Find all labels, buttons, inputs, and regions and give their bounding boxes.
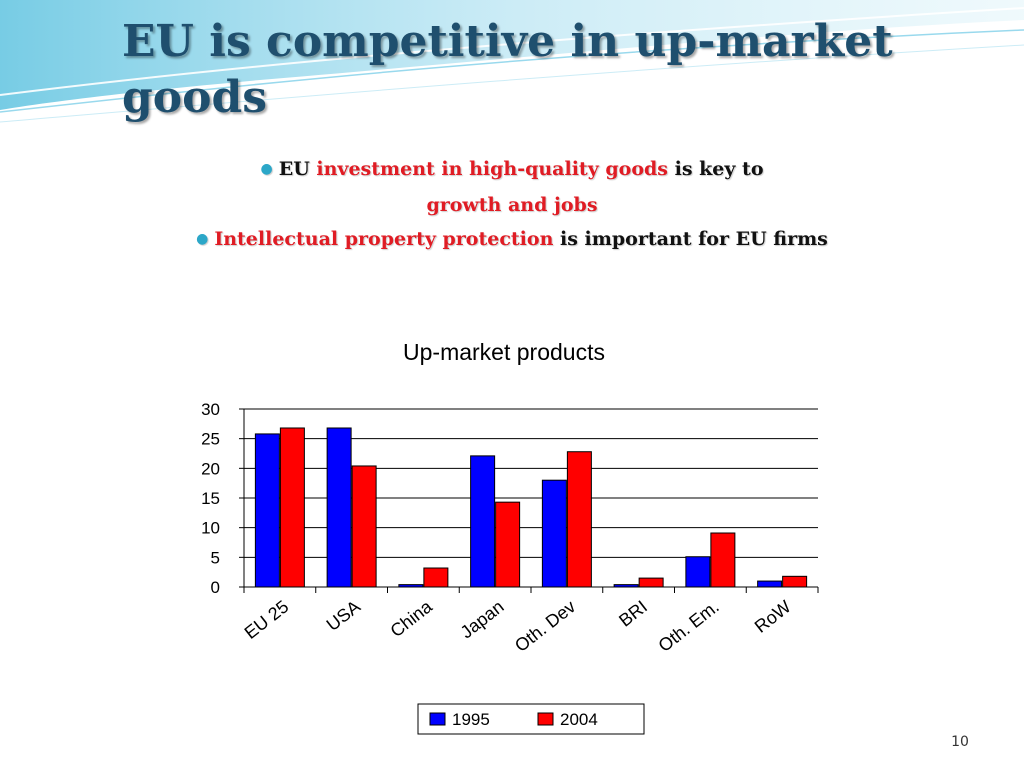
y-tick-label: 15 bbox=[201, 489, 220, 508]
bar-1995-eu-25 bbox=[254, 433, 280, 588]
bar-1995-china bbox=[398, 584, 424, 588]
bullet-list: ● EU investment in high-quality goods is … bbox=[0, 152, 1024, 258]
x-tick-label: EU 25 bbox=[241, 596, 293, 643]
legend-swatch-2004 bbox=[537, 712, 554, 726]
chart-title: Up-market products bbox=[403, 339, 605, 365]
x-tick-label: Oth. Dev bbox=[511, 596, 579, 655]
bullet-2-text-b: is important for EU firms bbox=[553, 228, 828, 250]
bar-2004-oth-em- bbox=[710, 532, 736, 588]
bar-2004-usa bbox=[351, 465, 377, 588]
bar-2004-row bbox=[782, 575, 808, 588]
bar-2004-china bbox=[423, 567, 449, 588]
y-tick-label: 10 bbox=[201, 519, 220, 538]
bar-2004-oth-dev bbox=[566, 451, 592, 588]
x-tick-label: Oth. Em. bbox=[655, 596, 723, 655]
bar-1995-oth-em- bbox=[685, 556, 711, 588]
legend-label-1995: 1995 bbox=[452, 710, 490, 729]
legend-box bbox=[417, 703, 645, 735]
wave-decoration bbox=[0, 0, 1024, 123]
slide-title: EU is competitive in up-market goods bbox=[122, 16, 893, 123]
bullet-item-2: ● Intellectual property protection is imp… bbox=[0, 222, 1024, 258]
y-tick-label: 25 bbox=[201, 430, 220, 449]
page-number: 10 bbox=[951, 734, 969, 750]
y-tick-label: 0 bbox=[211, 578, 220, 597]
bullet-dot-icon: ● bbox=[196, 231, 209, 247]
bar-1995-usa bbox=[326, 427, 352, 588]
y-tick-label: 20 bbox=[201, 459, 220, 478]
legend-label-2004: 2004 bbox=[560, 710, 598, 729]
bar-chart: Up-market products 0 5 10 15 20 25 30 EU 25 USA Ch… bbox=[201, 339, 819, 735]
bullet-2-text-emphasis: Intellectual property protection bbox=[214, 228, 554, 250]
y-tick-label: 5 bbox=[211, 548, 220, 567]
bar-1995-row bbox=[757, 580, 783, 588]
legend-swatch-1995 bbox=[429, 712, 446, 726]
bullet-1-text-a: EU bbox=[278, 158, 317, 180]
y-tick-label: 30 bbox=[201, 400, 220, 419]
bar-2004-eu-25 bbox=[279, 427, 305, 588]
bar-1995-oth-dev bbox=[541, 479, 567, 588]
x-tick-label: Japan bbox=[457, 596, 508, 642]
x-tick-label: BRI bbox=[615, 596, 651, 630]
x-tick-label: China bbox=[386, 596, 436, 641]
bar-1995-bri bbox=[613, 584, 639, 588]
bar-2004-bri bbox=[638, 577, 664, 588]
bullet-dot-icon: ● bbox=[260, 161, 273, 177]
bar-2004-japan bbox=[495, 501, 521, 588]
bullet-item-1-continuation: growth and jobs bbox=[0, 188, 1024, 222]
bullet-item-1: ● EU investment in high-quality goods is … bbox=[0, 152, 1024, 188]
bullet-1-text-emphasis: investment in high-quality goods bbox=[316, 158, 668, 180]
x-tick-label: USA bbox=[323, 596, 364, 635]
bullet-1-text-c: is key to bbox=[667, 158, 764, 180]
bar-1995-japan bbox=[470, 455, 496, 588]
bullet-1-text-line2: growth and jobs bbox=[426, 194, 598, 216]
x-tick-label: RoW bbox=[751, 596, 795, 636]
